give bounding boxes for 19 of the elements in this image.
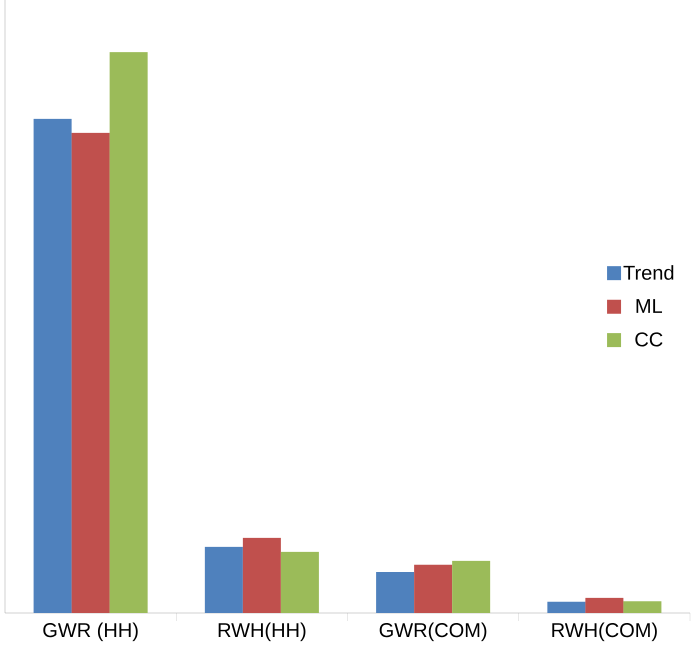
x-tick-label: GWR (HH) xyxy=(43,622,138,642)
bar xyxy=(72,132,110,613)
bar xyxy=(623,601,662,613)
bar xyxy=(585,598,624,613)
bar xyxy=(452,560,490,613)
bar xyxy=(414,564,452,613)
legend-label: CC xyxy=(635,332,662,347)
bar xyxy=(376,572,414,613)
bar xyxy=(280,552,319,613)
x-tick-label: RWH(COM) xyxy=(552,622,657,642)
bar xyxy=(242,538,281,613)
x-tick-label: GWR(COM) xyxy=(380,622,486,642)
bar xyxy=(547,602,586,613)
x-tick-label: RWH(HH) xyxy=(218,622,306,642)
legend-label: Trend xyxy=(624,265,674,280)
bar xyxy=(34,118,72,613)
bar xyxy=(110,52,148,613)
bar xyxy=(204,546,243,613)
legend-label: ML xyxy=(636,299,662,313)
